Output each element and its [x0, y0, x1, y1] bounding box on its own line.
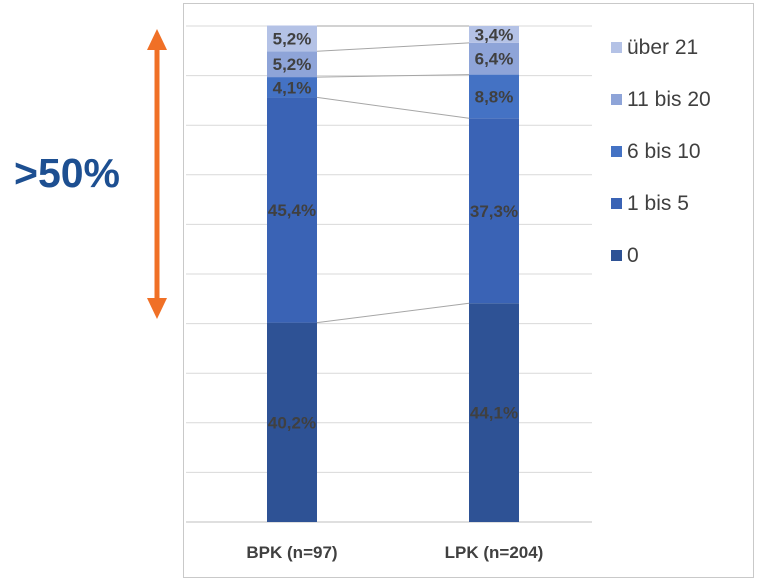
data-labels: 40,2% 45,4% 4,1% 5,2% 5,2% 44,1% 37,3% 8,8% 6,4%… [268, 25, 518, 432]
legend-label: 11 bis 20 [627, 88, 711, 111]
series-line [316, 302, 470, 324]
bar-segment [267, 77, 317, 98]
bar-segment [267, 322, 317, 522]
arrow-head-up [147, 29, 167, 50]
legend: über 21 11 bis 20 6 bis 10 1 bis 5 0 [611, 36, 711, 267]
x-tick-label: LPK (n=204) [445, 543, 544, 562]
x-tick-labels: BPK (n=97) LPK (n=204) [246, 543, 543, 562]
bar-segment [267, 51, 317, 78]
chart-frame [183, 3, 754, 578]
fifty-percent-callout: >50% [14, 150, 121, 196]
arrow-head-down [147, 298, 167, 319]
legend-label: 6 bis 10 [627, 140, 701, 163]
legend-swatch [611, 146, 622, 157]
legend-swatch [611, 250, 622, 261]
bar-segment [267, 25, 317, 52]
data-label: 45,4% [268, 201, 316, 220]
data-label: 40,2% [268, 413, 316, 432]
data-label: 8,8% [475, 87, 514, 106]
legend-swatch [611, 42, 622, 53]
bars [267, 25, 519, 522]
data-label: 6,4% [475, 50, 514, 69]
data-label: 44,1% [470, 404, 518, 423]
bar-segment [469, 26, 519, 43]
legend-label: 0 [627, 244, 639, 267]
data-label: 3,4% [475, 25, 514, 44]
x-tick-label: BPK (n=97) [246, 543, 337, 562]
bar-segment [469, 42, 519, 75]
gridlines [186, 25, 592, 523]
data-label: 37,3% [470, 202, 518, 221]
data-label: 5,2% [273, 55, 312, 74]
series-lines [316, 25, 470, 324]
legend-swatch [611, 94, 622, 105]
fifty-percent-arrow [147, 29, 167, 319]
legend-swatch [611, 198, 622, 209]
data-label: 5,2% [273, 29, 312, 48]
bar-segment [469, 74, 519, 119]
bar-segment [469, 118, 519, 304]
bar-segment [469, 303, 519, 522]
series-line [316, 96, 470, 119]
bar-segment [267, 97, 317, 323]
series-line [316, 42, 470, 52]
legend-label: über 21 [627, 36, 698, 59]
legend-label: 1 bis 5 [627, 192, 689, 215]
series-line [316, 74, 470, 78]
data-label: 4,1% [273, 78, 312, 97]
